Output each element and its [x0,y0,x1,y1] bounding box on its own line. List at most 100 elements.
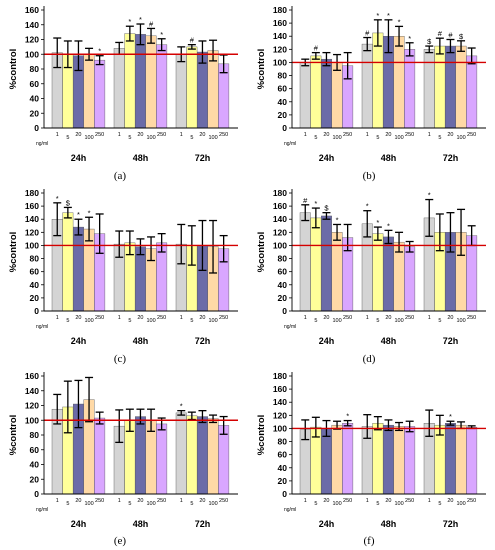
bar [382,236,394,312]
concentration-label: 250 [219,498,228,504]
bar [404,426,416,495]
concentration-label: 5 [128,135,131,141]
y-tick-label: 20 [278,293,288,303]
bar [310,217,322,312]
unit-label: ng/ml [284,324,296,330]
concentration-label: 250 [95,498,104,504]
concentration-label: 250 [219,315,228,321]
y-tick-label: 160 [273,384,287,394]
group-label: 48h [133,153,149,163]
bar [156,44,168,129]
y-tick-label: 80 [30,64,40,74]
concentration-label: 100 [394,501,403,507]
concentration-label: 20 [447,498,453,504]
bar [175,412,187,495]
concentration-label: 1 [428,132,431,138]
bar [372,423,384,495]
significance-mark: * [336,215,339,224]
significance-mark: * [56,194,59,203]
significance-mark: * [449,412,452,421]
concentration-label: 5 [190,501,193,507]
group-label: 48h [133,519,149,529]
bar [299,62,311,129]
concentration-label: 250 [405,315,414,321]
concentration-label: 5 [376,135,379,141]
y-tick-label: 20 [30,108,40,118]
concentration-label: 5 [190,318,193,324]
y-tick-label: 120 [273,44,287,54]
concentration-label: 5 [66,501,69,507]
y-axis-label: %control [8,49,19,90]
y-tick-label: 140 [25,386,39,396]
concentration-label: 20 [385,315,391,321]
y-tick-label: 120 [25,35,39,45]
significance-mark: # [448,31,453,40]
concentration-label: 20 [323,315,329,321]
y-tick-label: 0 [34,123,39,133]
y-tick-label: 120 [273,227,287,237]
group-label: 72h [443,519,459,529]
bar [331,232,343,312]
bar [372,32,384,129]
significance-mark: $ [66,198,71,207]
concentration-label: 1 [304,315,307,321]
group-label: 24h [319,336,335,346]
concentration-label: 100 [332,135,341,141]
concentration-label: 100 [394,318,403,324]
panel-b: 0 20 40 60 80 100 120 140 160 180 %control 1 #5 20 100… [248,0,495,183]
y-tick-label: 60 [30,79,40,89]
concentration-label: 20 [75,498,81,504]
concentration-label: 5 [438,501,441,507]
concentration-label: 250 [157,315,166,321]
y-tick-label: 160 [25,5,39,15]
y-tick-label: 100 [273,240,287,250]
y-axis-label: %control [256,232,267,273]
concentration-label: 20 [447,132,453,138]
y-tick-label: 0 [282,123,287,133]
concentration-label: 1 [56,315,59,321]
significance-mark: * [366,202,369,211]
concentration-label: 250 [157,498,166,504]
y-tick-label: 180 [273,371,287,381]
bar [94,417,106,495]
y-tick-label: 120 [25,401,39,411]
concentration-label: 250 [95,315,104,321]
y-tick-label: 140 [25,214,39,224]
significance-mark: * [387,11,390,20]
bar [331,62,343,129]
unit-label: ng/ml [36,324,48,330]
bar [320,215,332,312]
significance-mark: # [438,29,443,38]
concentration-label: 1 [366,315,369,321]
concentration-label: 250 [467,498,476,504]
concentration-label: 20 [199,315,205,321]
group-label: 72h [443,336,459,346]
panel-f: 0 20 40 60 80 100 120 140 160 180 %control 1 5 20 100 *… [248,366,495,549]
bar [444,45,456,129]
bar [134,34,146,129]
bar [466,235,478,312]
bar [393,36,405,129]
concentration-label: 5 [314,501,317,507]
y-tick-label: 100 [25,240,39,250]
significance-mark: * [428,191,431,200]
bar [196,416,208,495]
y-axis-label: %control [256,49,267,90]
y-tick-label: 120 [273,410,287,420]
significance-mark: # [365,29,370,38]
y-tick-label: 140 [273,31,287,41]
concentration-label: 1 [366,498,369,504]
concentration-label: 20 [137,498,143,504]
y-tick-label: 80 [30,254,40,264]
concentration-label: 5 [66,135,69,141]
group-label: 48h [381,336,397,346]
significance-mark: $ [459,32,464,41]
concentration-label: 100 [456,501,465,507]
y-tick-label: 80 [30,430,40,440]
y-tick-label: 20 [278,110,288,120]
significance-mark: # [149,19,154,28]
panel-label-d: (d) [362,353,376,365]
bar [404,246,416,312]
